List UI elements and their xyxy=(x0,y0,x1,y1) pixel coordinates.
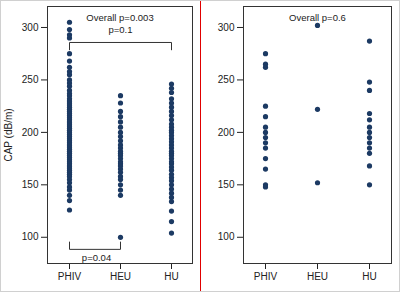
svg-text:PHIV: PHIV xyxy=(254,271,278,282)
svg-text:100: 100 xyxy=(22,231,39,242)
svg-text:PHIV: PHIV xyxy=(58,271,82,282)
svg-text:150: 150 xyxy=(218,179,235,190)
svg-text:CAP (dB/m): CAP (dB/m) xyxy=(3,108,14,161)
svg-text:Overall p=0.6: Overall p=0.6 xyxy=(289,12,346,23)
svg-text:300: 300 xyxy=(22,22,39,33)
svg-text:150: 150 xyxy=(22,179,39,190)
svg-text:p=0.04: p=0.04 xyxy=(82,252,111,263)
svg-text:300: 300 xyxy=(218,22,235,33)
svg-text:250: 250 xyxy=(22,74,39,85)
svg-text:p=0.1: p=0.1 xyxy=(108,24,132,35)
svg-text:HU: HU xyxy=(164,271,178,282)
svg-text:100: 100 xyxy=(218,231,235,242)
svg-text:Overall p=0.003: Overall p=0.003 xyxy=(86,12,153,23)
svg-text:HEU: HEU xyxy=(110,271,131,282)
svg-text:HEU: HEU xyxy=(307,271,328,282)
svg-text:250: 250 xyxy=(218,74,235,85)
svg-text:200: 200 xyxy=(22,127,39,138)
svg-text:200: 200 xyxy=(218,127,235,138)
svg-text:HU: HU xyxy=(362,271,376,282)
